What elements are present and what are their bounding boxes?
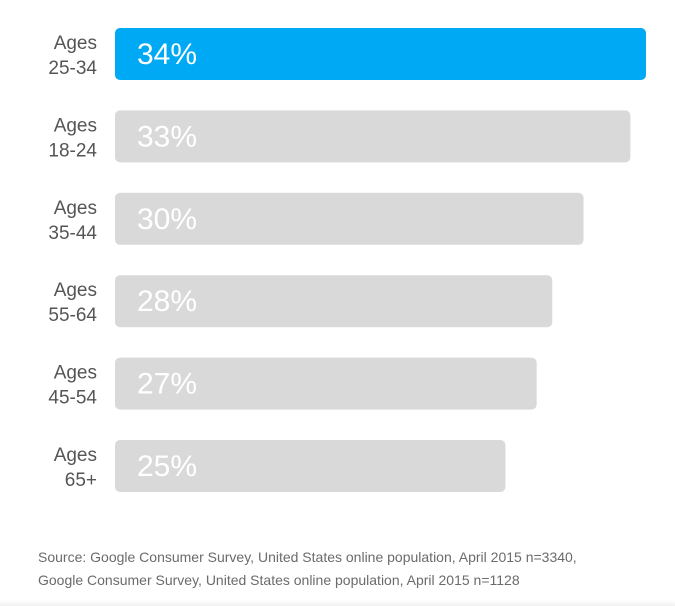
- category-label-4: Ages 45-54: [48, 363, 97, 409]
- bar-2: [115, 192, 584, 245]
- category-label-1: Ages 18-24: [48, 115, 97, 161]
- category-label-3: Ages 55-64: [48, 280, 97, 326]
- category-label-2: Ages 35-44: [48, 198, 97, 244]
- bar-0: [115, 28, 646, 80]
- category-label-5: Ages 65+: [54, 445, 97, 491]
- value-label-1: 33%: [137, 120, 197, 153]
- value-label-0: 34%: [137, 38, 197, 71]
- source-line-1: Source: Google Consumer Survey, United S…: [38, 549, 577, 565]
- bar-4: [115, 357, 537, 410]
- bar-3: [115, 275, 553, 328]
- value-label-3: 28%: [137, 285, 197, 318]
- category-label-0: Ages 25-34: [48, 33, 97, 79]
- bar-5: [115, 440, 506, 492]
- age-group-bar-chart: 34% Ages 25-34 33% Ages 18-24 30% Ages 35-44 28% A…: [48, 28, 646, 492]
- source-line-2: Google Consumer Survey, United States on…: [38, 572, 520, 588]
- bottom-edge-shadow: [0, 600, 675, 606]
- value-label-2: 30%: [137, 203, 197, 236]
- value-label-5: 25%: [137, 450, 197, 483]
- value-label-4: 27%: [137, 368, 197, 401]
- bar-1: [115, 110, 631, 163]
- source-note: Source: Google Consumer Survey, United S…: [38, 546, 658, 592]
